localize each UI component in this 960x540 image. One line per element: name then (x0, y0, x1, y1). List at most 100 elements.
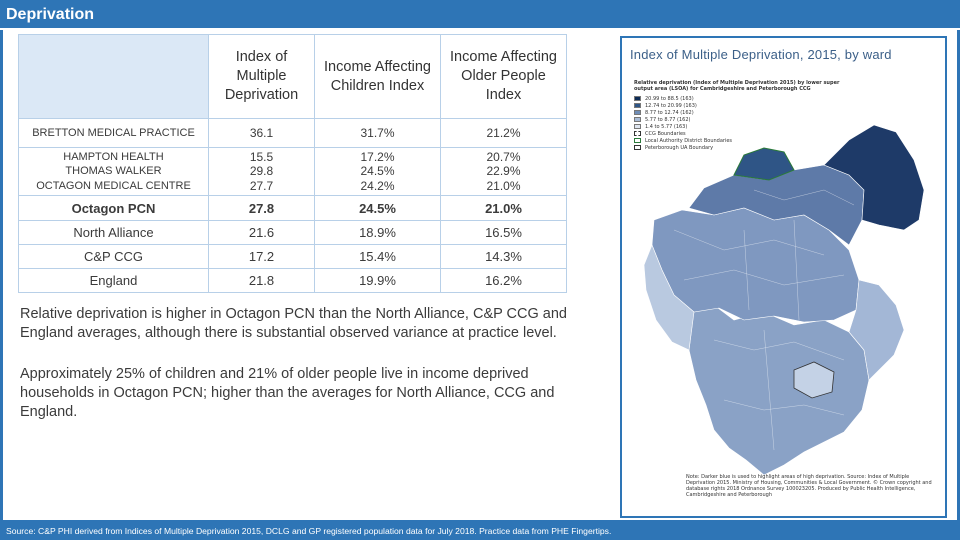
cell-children-thomas: 24.5% (360, 164, 395, 179)
table-row-north-alliance: North Alliance 21.6 18.9% 16.5% (18, 220, 567, 245)
cell-older: 21.0% (440, 195, 567, 221)
legend-label: 12.74 to 20.99 (163) (645, 102, 697, 109)
ward-line (723, 399, 845, 416)
source-footer: Source: C&P PHI derived from Indices of … (0, 520, 960, 540)
map-legend-item: 5.77 to 8.77 (162) (634, 116, 854, 123)
cell-imd: 21.6 (208, 220, 315, 245)
legend-label: Local Authority District Boundaries (645, 137, 733, 144)
cell-older-thomas: 22.9% (486, 164, 521, 179)
cell-children-octagon-mc: 24.2% (360, 178, 395, 193)
map-region-peterborough (733, 147, 795, 181)
ward-line (743, 229, 750, 311)
commentary: Relative deprivation is higher in Octago… (20, 305, 600, 444)
ward-line (763, 329, 775, 451)
legend-swatch-ccg (634, 131, 641, 136)
map-ward-texture (673, 189, 855, 451)
cell-older: 21.2% (440, 118, 567, 148)
ward-line (673, 229, 825, 256)
map-legend-title: Relative deprivation (Index of Multiple … (634, 80, 840, 92)
map-panel: Index of Multiple Deprivation, 2015, by … (620, 36, 947, 518)
left-border (0, 30, 3, 520)
cell-children-group: 17.2% 24.5% 24.2% (314, 147, 441, 196)
deprivation-map (643, 124, 925, 476)
legend-label: Peterborough UA Boundary (645, 144, 714, 151)
source-note: Source: C&P PHI derived from Indices of … (6, 526, 612, 536)
map-region-fenland (823, 124, 925, 231)
cell-older-octagon-mc: 21.0% (486, 178, 521, 193)
row-label: C&P CCG (18, 244, 209, 269)
table-row-octagon-pcn: Octagon PCN 27.8 24.5% 21.0% (18, 195, 567, 221)
map-legend-item: CCG Boundaries (634, 130, 854, 137)
cell-children: 18.9% (314, 220, 441, 245)
deprivation-map-figure: Relative deprivation (Index of Multiple … (634, 80, 934, 505)
cell-older-hampton: 20.7% (486, 149, 521, 164)
commentary-paragraph-2: Approximately 25% of children and 21% of… (20, 366, 555, 420)
map-legend-item: 12.74 to 20.99 (163) (634, 102, 854, 109)
ward-line (793, 219, 800, 321)
cell-imd: 21.8 (208, 268, 315, 293)
map-legend-item: 20.99 to 88.5 (163) (634, 95, 854, 102)
cell-children: 24.5% (314, 195, 441, 221)
column-header-income-older: Income Affecting Older People Index (440, 34, 567, 119)
legend-label: 1.4 to 5.77 (163) (645, 123, 688, 130)
row-label-group: HAMPTON HEALTH THOMAS WALKER OCTAGON MED… (18, 147, 209, 196)
cell-children: 19.9% (314, 268, 441, 293)
cell-children: 15.4% (314, 244, 441, 269)
cell-imd: 17.2 (208, 244, 315, 269)
map-region-east (848, 279, 905, 381)
map-region-cambridge (793, 361, 835, 399)
legend-swatch-lad (634, 138, 641, 143)
row-label-octagon-mc: OCTAGON MEDICAL CENTRE (36, 179, 191, 192)
cell-older: 16.2% (440, 268, 567, 293)
cell-imd-group: 15.5 29.8 27.7 (208, 147, 315, 196)
row-label-thomas: THOMAS WALKER (65, 165, 162, 178)
map-region-west (643, 244, 695, 351)
row-label: Octagon PCN (18, 195, 209, 221)
legend-swatch-pua (634, 145, 641, 150)
map-region-south (688, 304, 870, 476)
map-legend-item: Local Authority District Boundaries (634, 137, 854, 144)
cell-older: 14.3% (440, 244, 567, 269)
cell-older-group: 20.7% 22.9% 21.0% (440, 147, 567, 196)
legend-label: 8.77 to 12.74 (162) (645, 109, 694, 116)
legend-swatch-1 (634, 96, 641, 101)
cell-imd-hampton: 15.5 (249, 149, 274, 164)
cell-children-hampton: 17.2% (360, 149, 395, 164)
map-legend: Relative deprivation (Index of Multiple … (634, 80, 854, 176)
column-header-imd: Index of Multiple Deprivation (208, 34, 315, 119)
page-title: Deprivation (6, 6, 95, 23)
commentary-paragraph-1: Relative deprivation is higher in Octago… (20, 306, 567, 341)
table-row-england: England 21.8 19.9% 16.2% (18, 268, 567, 293)
map-legend-item: 8.77 to 12.74 (162) (634, 109, 854, 116)
legend-swatch-5 (634, 124, 641, 129)
cell-imd: 36.1 (208, 118, 315, 148)
legend-swatch-3 (634, 110, 641, 115)
ward-line (713, 339, 845, 361)
column-header-income-children: Income Affecting Children Index (314, 34, 441, 119)
map-legend-item: Peterborough UA Boundary (634, 144, 854, 151)
legend-swatch-4 (634, 117, 641, 122)
map-notes: Note: Darker blue is used to highlight a… (686, 474, 932, 498)
legend-label: 5.77 to 8.77 (162) (645, 116, 691, 123)
table-row-bretton: BRETTON MEDICAL PRACTICE 36.1 31.7% 21.2… (18, 118, 567, 148)
map-legend-item: 1.4 to 5.77 (163) (634, 123, 854, 130)
cell-children: 31.7% (314, 118, 441, 148)
page-title-bar: Deprivation (0, 0, 960, 30)
cell-imd: 27.8 (208, 195, 315, 221)
legend-label: 20.99 to 88.5 (163) (645, 95, 694, 102)
legend-label: CCG Boundaries (645, 130, 686, 137)
row-label: North Alliance (18, 220, 209, 245)
row-label: BRETTON MEDICAL PRACTICE (18, 118, 209, 148)
table-header-row: Index of Multiple Deprivation Income Aff… (18, 34, 567, 119)
legend-swatch-2 (634, 103, 641, 108)
ward-line (753, 189, 855, 206)
map-title: Index of Multiple Deprivation, 2015, by … (630, 47, 892, 62)
table-row-cp-ccg: C&P CCG 17.2 15.4% 14.3% (18, 244, 567, 269)
cell-imd-octagon-mc: 27.7 (249, 178, 274, 193)
row-label-hampton: HAMPTON HEALTH (63, 150, 164, 163)
table-row-practices: HAMPTON HEALTH THOMAS WALKER OCTAGON MED… (18, 147, 567, 196)
table-corner-cell (18, 34, 209, 119)
right-border (957, 30, 960, 520)
ward-line (683, 269, 845, 286)
deprivation-table: Index of Multiple Deprivation Income Aff… (18, 34, 567, 293)
